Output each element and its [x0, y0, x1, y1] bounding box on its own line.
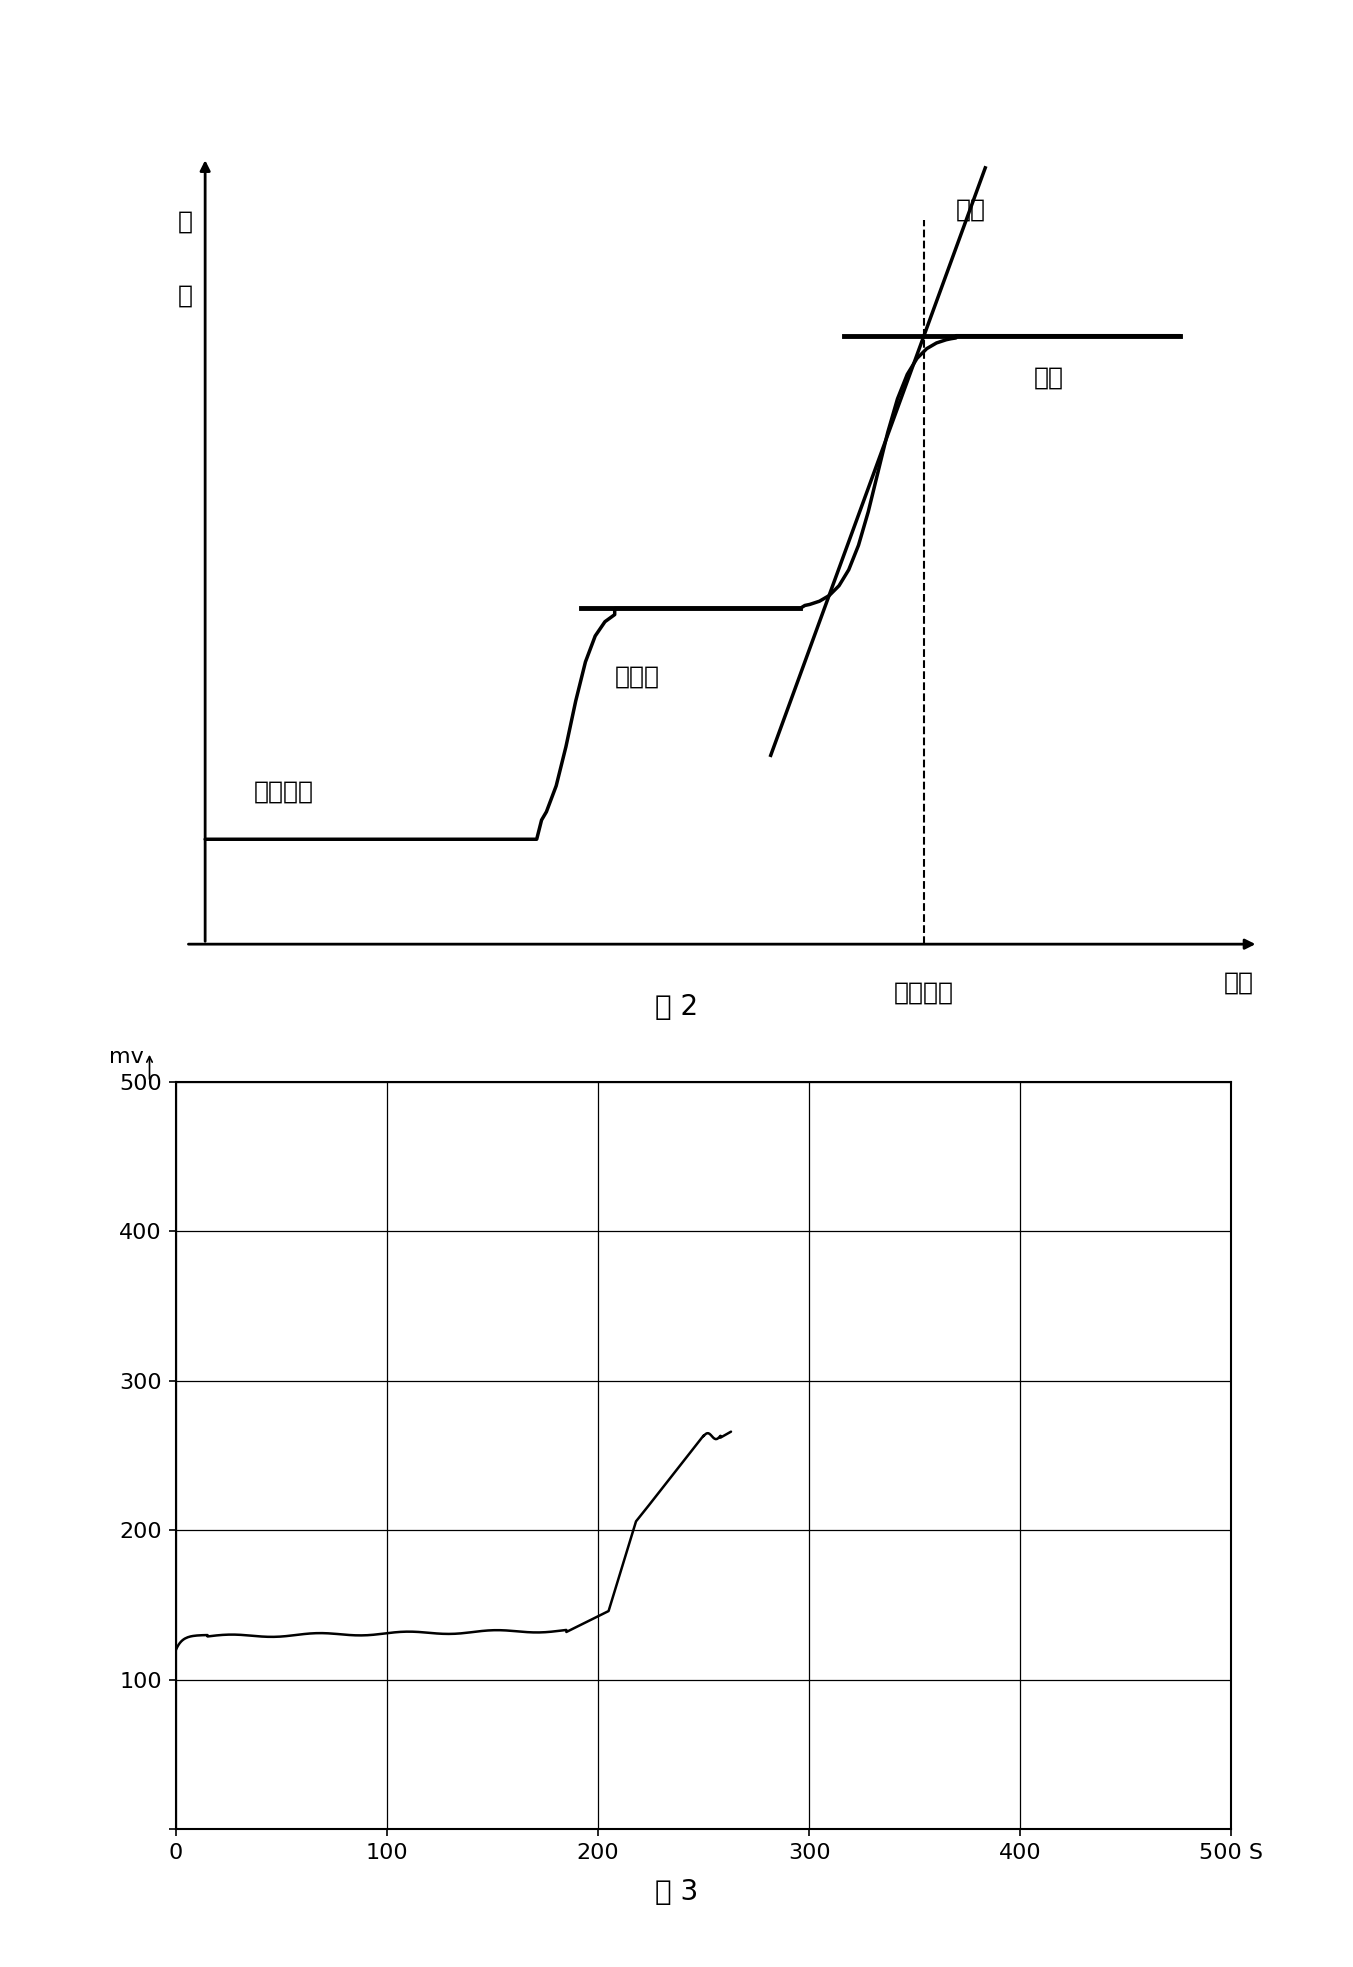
- Text: 电: 电: [179, 210, 193, 234]
- Text: 溶解终点: 溶解终点: [894, 982, 954, 1005]
- Text: 合金层: 合金层: [614, 665, 660, 688]
- Text: 基体: 基体: [1034, 366, 1063, 389]
- Text: 切线: 切线: [957, 199, 986, 222]
- Text: 时间: 时间: [1223, 970, 1254, 995]
- Text: 镇层金属: 镇层金属: [254, 781, 314, 805]
- Text: 位: 位: [179, 283, 193, 307]
- Text: 图 2: 图 2: [655, 993, 698, 1021]
- Text: mv: mv: [110, 1046, 145, 1066]
- Text: 图 3: 图 3: [655, 1878, 698, 1906]
